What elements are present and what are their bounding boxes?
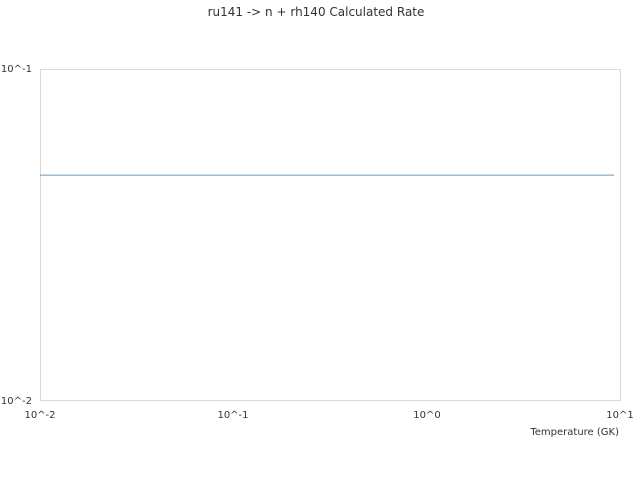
x-axis-label: Temperature (GK) <box>529 427 619 438</box>
y-tick-label: 10^-2 <box>1 396 32 407</box>
x-tick-label: 10^0 <box>413 410 440 421</box>
x-tick-label: 10^-2 <box>24 410 55 421</box>
x-tick-label: 10^1 <box>606 410 633 421</box>
y-tick-label: 10^-1 <box>1 64 32 75</box>
chart-title: ru141 -> n + rh140 Calculated Rate <box>208 5 425 19</box>
plot-area <box>40 69 621 401</box>
x-tick-label: 10^-1 <box>217 410 248 421</box>
